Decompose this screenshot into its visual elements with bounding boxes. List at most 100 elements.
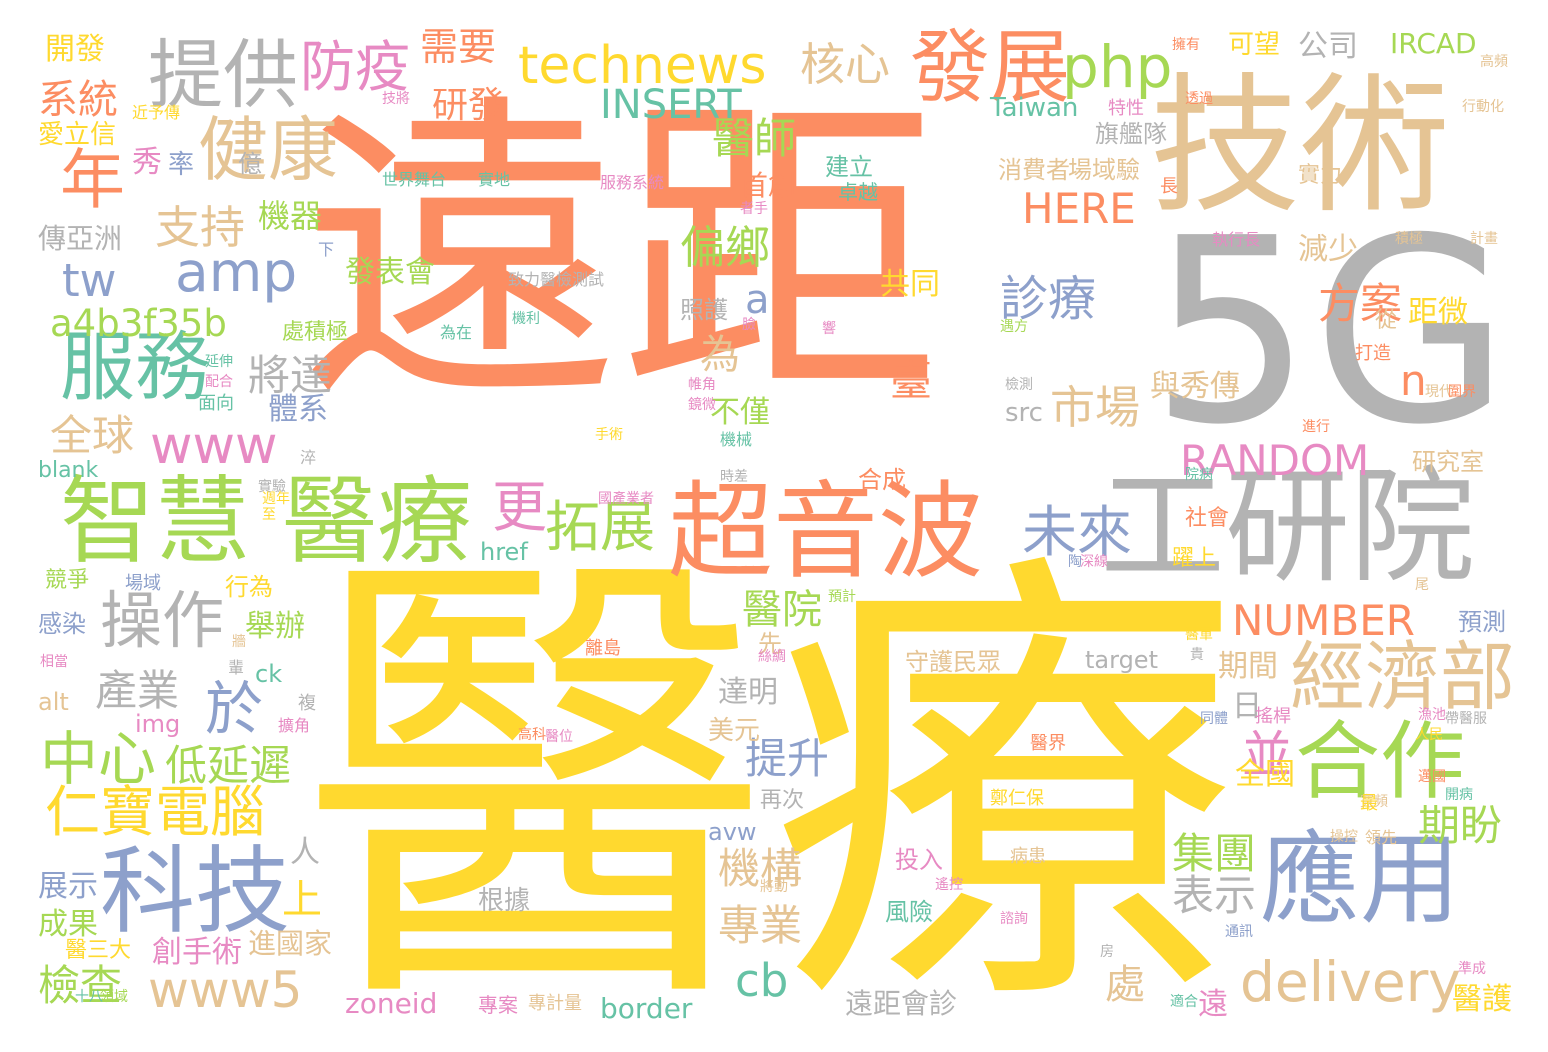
word-xing-wei: 行為 — [225, 573, 273, 601]
word-wei: 為 — [700, 332, 740, 378]
word-chuan-ya-zhou: 傳亞洲 — [38, 222, 123, 255]
word-ji-jiang: 技將 — [382, 91, 410, 107]
word-shi-di: 實地 — [478, 170, 511, 189]
word-ling-yu: 領域 — [100, 989, 128, 1005]
word-yuan-ju: 遠距 — [300, 69, 940, 441]
word-ti-xi: 體系 — [268, 392, 328, 427]
word-yi-shi: 醫師 — [712, 114, 797, 163]
word-xian-dai: 現代 — [1425, 384, 1453, 400]
word-chang-yu: 場域 — [125, 573, 161, 594]
word-ying-yong: 應用 — [1260, 821, 1460, 938]
word-a4b3f35b: a4b3f35b — [50, 302, 227, 345]
word-shou-hu-min-zhong: 守護民眾 — [905, 648, 1001, 676]
word-gen-ju: 根據 — [478, 886, 531, 916]
word-ju-wei: 距微 — [1408, 295, 1468, 330]
word-insert: INSERT — [600, 82, 742, 128]
word-feng-xian: 風險 — [885, 898, 933, 926]
word-fa-biao-hui: 發表會 — [345, 255, 435, 290]
word-xing-dong-hua: 行動化 — [1462, 99, 1504, 115]
word-da-zao: 打造 — [1355, 343, 1391, 364]
word-fu: 複 — [298, 693, 316, 714]
word-gui: 貴 — [1190, 647, 1204, 663]
word-blank: blank — [38, 458, 99, 483]
word-zhuan-ji-liang: 專計量 — [528, 993, 582, 1014]
word-ircad: IRCAD — [1390, 27, 1477, 60]
word-yong-you: 擁有 — [1172, 37, 1200, 53]
word-shi-chang: 市場 — [1050, 381, 1141, 434]
word-quan-qiu: 全球 — [50, 411, 135, 460]
word-zhang: 長 — [1160, 176, 1178, 197]
word-yu-xiu-chuan: 與秀傳 — [1150, 369, 1240, 404]
word-xi-tong: 系統 — [38, 77, 118, 123]
word-gong-yan-yuan: 工研院 — [1100, 455, 1475, 600]
word-di-yan-chi: 低延遲 — [165, 741, 292, 790]
word-jian-kang: 健康 — [198, 109, 338, 191]
word-ji-shu: 技術 — [1150, 60, 1451, 234]
word-geng: 更 — [492, 475, 548, 539]
word-li-dao: 離島 — [585, 638, 621, 659]
word-taiwan: Taiwan — [990, 93, 1079, 123]
word-ri: 日 — [1232, 689, 1262, 724]
word-shou-chuang: 首創 — [740, 169, 797, 202]
word-tong-ti: 同體 — [1200, 711, 1228, 727]
word-da-ming: 達明 — [718, 675, 778, 710]
word-yi-liao: 醫療 — [300, 516, 1240, 1052]
word-chu: 處 — [1105, 962, 1145, 1008]
word-shi-yan: 實驗 — [258, 479, 286, 495]
word-ren: 人 — [290, 835, 320, 870]
word-shen-xian: 深線 — [1080, 554, 1108, 570]
word-shi-cha: 時差 — [720, 469, 748, 485]
word-ling-xian: 領先 — [1365, 828, 1398, 847]
word-yuan-ju-hui-zhen: 遠距會診 — [845, 987, 958, 1020]
word-zhi-hui: 智慧 — [60, 467, 251, 577]
word-zhuan-an: 專案 — [478, 993, 518, 1017]
word-chu-ji-ji: 處積極 — [282, 320, 349, 345]
word-yue-shang: 躍上 — [1172, 546, 1217, 571]
word-bing: 並 — [1242, 726, 1292, 784]
word-yuan: 遠 — [1198, 987, 1228, 1022]
word-jian-shao: 減少 — [1298, 232, 1358, 267]
word-bu-jin: 不僅 — [710, 395, 770, 430]
word-target: target — [1085, 646, 1158, 674]
word-chao-yin-bo: 超音波 — [668, 471, 984, 593]
word-pian-xiang: 偏鄉 — [680, 221, 771, 274]
word-yu-ce: 預測 — [1458, 608, 1506, 636]
word-kai-fa: 開發 — [45, 32, 105, 67]
word-si-chou: 絲綢 — [758, 649, 786, 665]
word-lian: 臉 — [742, 317, 756, 333]
word-number: NUMBER — [1232, 596, 1415, 645]
word-yao-kong: 遙控 — [935, 877, 963, 893]
word-tuo-zhan: 拓展 — [545, 495, 656, 559]
word-gong-tong: 共同 — [880, 267, 940, 302]
word-tao: 陶 — [1068, 554, 1082, 570]
word-yi: 億 — [238, 150, 262, 178]
word-zhuan-ye: 專業 — [718, 901, 803, 950]
word-fang-yi: 防疫 — [300, 35, 411, 99]
word-qiang: 牆 — [232, 634, 246, 650]
word-gong-si: 公司 — [1298, 29, 1358, 64]
word-he-xin: 核心 — [800, 38, 891, 91]
word-ji-tuan: 集團 — [1172, 829, 1257, 878]
word-fa-zhan: 發展 — [910, 21, 1070, 114]
word-delivery: delivery — [1240, 950, 1461, 1014]
word-zhen-liao: 診療 — [1000, 271, 1097, 327]
word-zhong-xin: 中心 — [40, 725, 157, 793]
word-bing-huan: 病患 — [1010, 846, 1046, 867]
word-jian-cha: 檢查 — [38, 961, 123, 1010]
word-zheng-ren-bao: 鄭仁保 — [990, 788, 1044, 809]
word-jing-wei: 鏡微 — [688, 397, 716, 413]
word-shang: 上 — [282, 877, 322, 923]
word-img: img — [135, 710, 181, 738]
word-bei: 輩 — [228, 658, 245, 677]
word-fang: 房 — [1100, 944, 1114, 960]
word-chang-yu-yan: 場域驗 — [1068, 156, 1140, 184]
word-zhi-xing-zhang: 執行長 — [1212, 230, 1261, 249]
word-shi-he: 適合 — [1170, 994, 1198, 1010]
word-da-yi-san: 醫三大 — [65, 938, 132, 963]
word-yu-ji: 預計 — [828, 589, 856, 605]
word-zhe-shou: 者手 — [740, 201, 768, 217]
word-ji-li: 機利 — [512, 311, 540, 327]
word-chan-ye: 產業 — [95, 666, 180, 715]
word-ti-gong: 提供 — [148, 31, 299, 119]
word-zhi: 至 — [262, 507, 276, 523]
